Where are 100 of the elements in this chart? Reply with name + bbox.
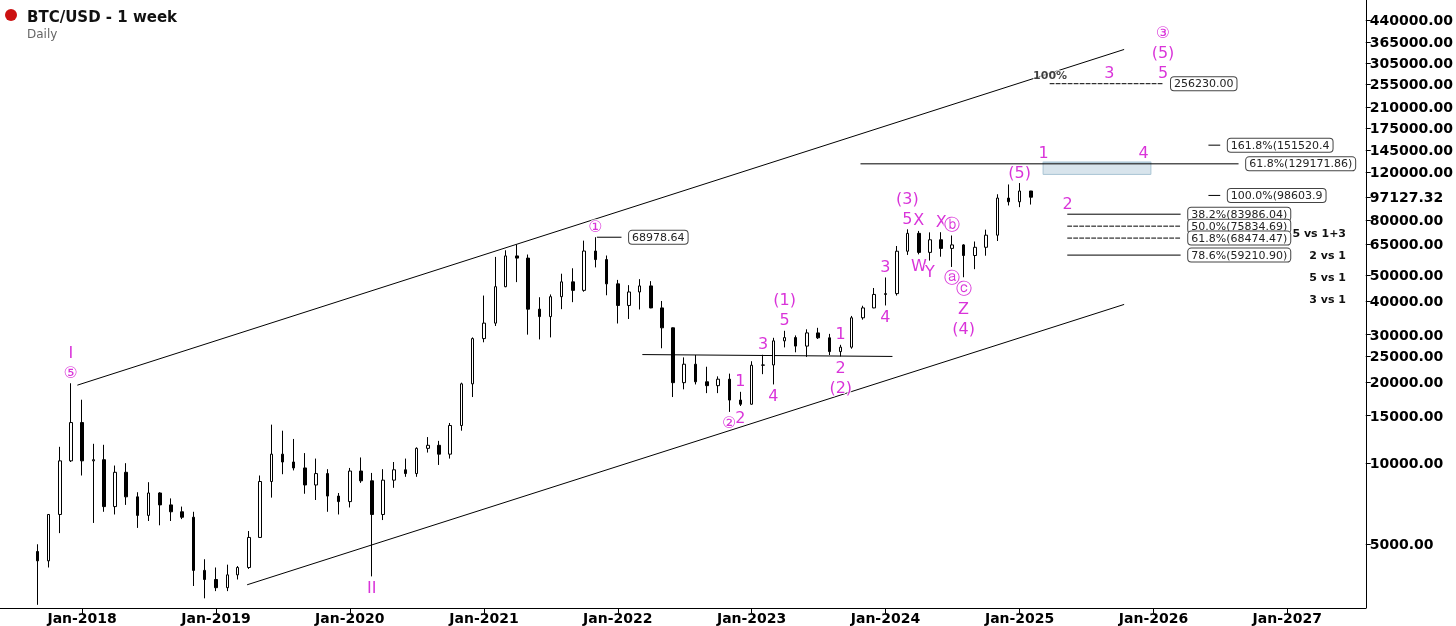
annotation: II [367, 577, 377, 597]
text: Daily [27, 27, 58, 41]
candlestick [884, 276, 887, 306]
candlestick [928, 231, 932, 262]
x-tick-label: Jan-2025 [983, 610, 1055, 626]
candlestick [973, 241, 977, 270]
candlestick [80, 399, 84, 476]
candlestick [113, 465, 117, 515]
candlestick [984, 229, 988, 257]
candlestick [906, 228, 909, 256]
candlestick [482, 295, 486, 343]
annotation: (2) [829, 377, 853, 397]
annotation: (5) [1008, 162, 1031, 182]
x-tick-label: Jan-2019 [180, 610, 251, 626]
y-tick-label: 20000.00 [1369, 374, 1444, 391]
annotation: X [913, 210, 925, 230]
y-tick-label: 50000.00 [1369, 266, 1444, 283]
y-tick-label: 365000.00 [1369, 34, 1454, 51]
candlestick [549, 293, 552, 338]
candlestick [538, 296, 541, 340]
candlestick [996, 193, 999, 242]
candlestick [404, 458, 407, 478]
candlestick [370, 472, 374, 577]
candlestick [426, 436, 430, 454]
y-tick-label: 210000.00 [1369, 98, 1454, 115]
candlestick [605, 255, 608, 296]
series-label: 100.0%(98603.9 [1230, 188, 1323, 202]
annotation: 5 vs 1 [1309, 271, 1346, 284]
candlestick [92, 443, 95, 524]
annotation: 3 vs 1 [1309, 293, 1346, 306]
candlestick [270, 424, 273, 499]
x-tick-label: Jan-2022 [582, 610, 653, 626]
annotation: 2 vs 1 [1309, 249, 1346, 262]
candlestick [939, 231, 943, 258]
x-tick-label: Jan-2027 [1251, 610, 1322, 626]
y-tick-label: 120000.00 [1369, 164, 1454, 181]
candlestick [794, 334, 797, 353]
x-tick-label: Jan-2020 [314, 610, 385, 626]
x-tick-label: Jan-2026 [1117, 610, 1189, 626]
annotation: 4 [768, 385, 779, 405]
annotation: 2 [735, 407, 746, 427]
candlestick [448, 422, 452, 460]
y-tick-label: 10000.00 [1369, 455, 1444, 472]
candlestick [571, 267, 575, 303]
candlestick [381, 468, 385, 521]
annotation: Z [958, 298, 970, 318]
candlestick [816, 327, 820, 340]
y-tick-label: 40000.00 [1369, 292, 1444, 309]
candlestick [180, 506, 184, 520]
candlestick [303, 452, 307, 495]
annotation: 4 [880, 306, 891, 326]
candlestick [783, 330, 786, 348]
y-tick-label: 80000.00 [1369, 211, 1444, 228]
y-tick-label: 440000.00 [1369, 12, 1454, 29]
candlestick [1018, 182, 1021, 208]
candlestick [616, 279, 620, 324]
candlestick [504, 249, 507, 288]
annotation: 5 vs 1+3 [1292, 227, 1347, 240]
annotation: 4 [1138, 143, 1149, 163]
annotation: (1) [773, 290, 796, 310]
annotation: I [68, 342, 74, 362]
candlestick [582, 240, 586, 293]
candlestick [649, 280, 653, 309]
annotation: 5 [779, 310, 790, 330]
candlestick [660, 300, 664, 349]
annotation: 5 [1157, 63, 1169, 83]
candlestick [203, 558, 206, 599]
candlestick [169, 497, 173, 522]
candlestick [392, 461, 396, 489]
candlestick [1029, 190, 1033, 206]
candlestick [950, 235, 954, 268]
x-tick-label: Jan-2021 [448, 610, 519, 626]
series-label: 256230.00 [1174, 77, 1234, 91]
y-tick-label: 5000.00 [1369, 536, 1434, 553]
annotation: (5) [1151, 43, 1175, 63]
candlestick [281, 430, 284, 475]
annotation: 3 [1104, 63, 1115, 83]
annotation: (3) [896, 188, 919, 208]
annotation: ⑤ [63, 362, 78, 382]
candlestick [917, 230, 921, 255]
series-label: 38.2%(83986.04) [1191, 207, 1288, 221]
y-tick-label: 25000.00 [1369, 347, 1444, 364]
candlestick [494, 256, 497, 327]
candlestick [560, 273, 563, 310]
candlestick [326, 468, 329, 513]
series-label: 161.8%(151520.4 [1230, 138, 1330, 152]
series-label: 61.8%(129171.86) [1249, 157, 1353, 171]
candlestick [147, 481, 150, 522]
y-tick-label: 145000.00 [1369, 142, 1454, 159]
candlestick [314, 458, 318, 501]
candlestick [214, 566, 218, 592]
annotation: 3 [880, 256, 891, 276]
y-tick-label: 305000.00 [1369, 55, 1454, 72]
annotation: 1 [835, 324, 846, 344]
candlestick [226, 564, 229, 592]
candlestick [158, 491, 162, 526]
candlestick [728, 373, 731, 413]
candlestick [102, 444, 106, 513]
series-label: 50.0%(75834.69) [1191, 219, 1288, 233]
x-tick-label: Jan-2018 [46, 610, 117, 626]
